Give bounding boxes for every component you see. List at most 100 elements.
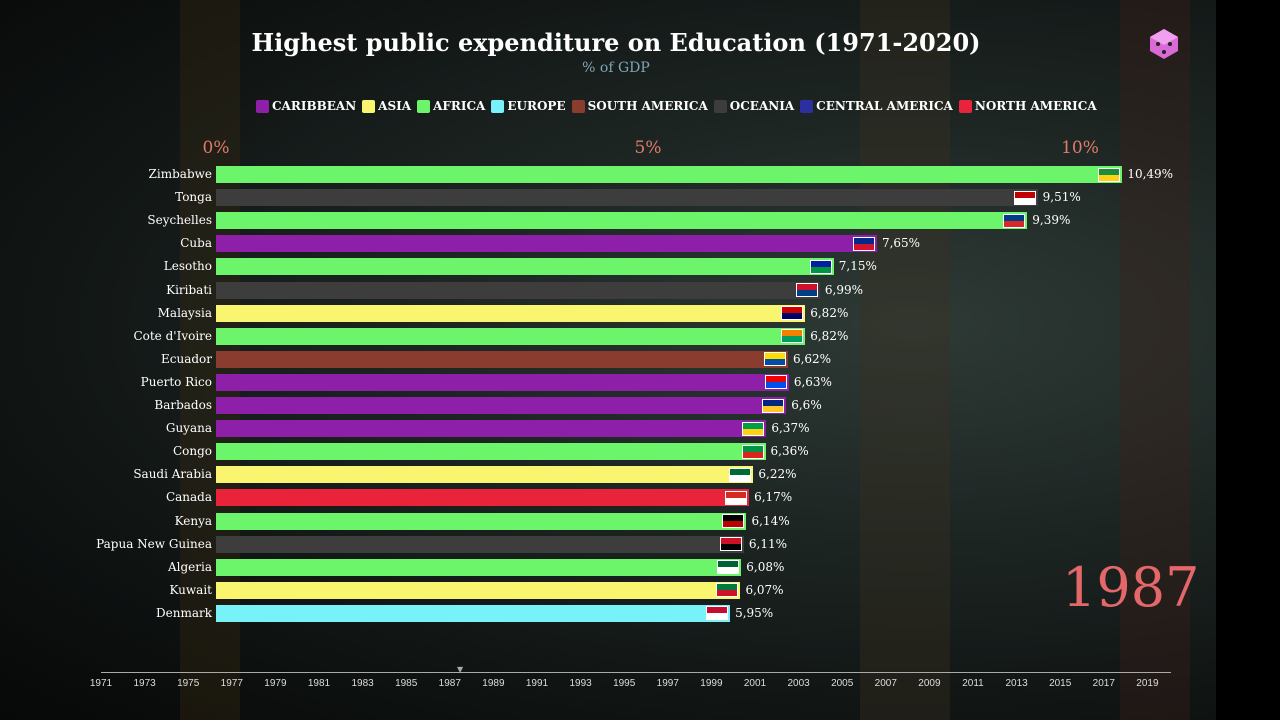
timeline-tick-label: 1983: [351, 678, 374, 689]
bar: [216, 512, 747, 530]
flag-icon: [763, 352, 786, 367]
channel-logo-icon: [1150, 29, 1178, 59]
category-label: Cote d'Ivoire: [133, 328, 212, 343]
legend-item: AFRICA: [417, 99, 485, 113]
category-label: Lesotho: [163, 259, 212, 274]
timeline-tick-label: 2013: [1005, 678, 1028, 689]
legend-label: OCEANIA: [729, 99, 795, 113]
value-label: 6,36%: [770, 444, 809, 459]
timeline-tick-label: 2009: [918, 678, 941, 689]
legend-label: SOUTH AMERICA: [587, 99, 708, 113]
background-book: [860, 0, 950, 720]
bar: [216, 558, 742, 576]
category-label: Cuba: [180, 236, 212, 251]
timeline-tick-label: 2005: [831, 678, 854, 689]
value-label: 6,37%: [771, 421, 810, 436]
bar: [216, 466, 754, 484]
value-label: 10,49%: [1127, 167, 1174, 181]
value-label: 6,17%: [754, 490, 793, 505]
flag-icon: [1003, 213, 1026, 228]
flag-icon: [719, 537, 742, 552]
category-label: Papua New Guinea: [96, 536, 212, 551]
timeline-track[interactable]: [101, 672, 1171, 673]
bar: [216, 489, 750, 507]
category-label: Kenya: [174, 513, 212, 528]
timeline-tick-label: 1997: [656, 678, 679, 689]
timeline-tick-label: 1987: [438, 678, 461, 689]
value-label: 7,65%: [881, 236, 921, 251]
timeline-tick-label: 1989: [482, 678, 505, 689]
bar: [216, 443, 766, 461]
flag-icon: [781, 329, 804, 344]
category-label: Kiribati: [166, 282, 212, 297]
flag-icon: [1098, 167, 1121, 182]
timeline-tick-label: 2015: [1049, 678, 1072, 689]
value-label: 6,14%: [751, 513, 790, 528]
value-label: 9,51%: [1042, 190, 1081, 205]
value-label: 6,99%: [824, 282, 864, 297]
timeline-tick-label: 1971: [89, 678, 113, 689]
flag-icon: [764, 375, 787, 390]
category-label: Kuwait: [169, 582, 212, 597]
category-label: Ecuador: [160, 351, 212, 366]
timeline-tick-label: 2019: [1136, 678, 1159, 689]
bar: [216, 281, 820, 299]
timeline-tick-label: 1975: [177, 678, 200, 689]
category-label: Tonga: [175, 190, 212, 205]
legend-label: ASIA: [378, 99, 412, 113]
category-label: Guyana: [165, 421, 212, 436]
x-tick-label: 0%: [202, 138, 230, 158]
bar: [216, 189, 1038, 207]
timeline-tick-label: 1999: [700, 678, 723, 689]
category-label: Algeria: [167, 559, 212, 574]
legend-item: NORTH AMERICA: [958, 99, 1097, 113]
timeline-tick-label: 1977: [220, 678, 243, 689]
value-label: 6,6%: [791, 398, 822, 412]
flag-icon: [762, 398, 785, 413]
flag-icon: [1013, 190, 1036, 205]
flag-icon: [741, 444, 764, 459]
bar: [216, 258, 834, 276]
year-label: 1987: [1062, 556, 1200, 619]
flag-icon: [852, 236, 875, 251]
legend-label: EUROPE: [507, 99, 566, 113]
legend-swatch: [800, 99, 814, 113]
flag-icon: [706, 606, 729, 621]
background-book: [1120, 0, 1190, 720]
category-label: Saudi Arabia: [133, 467, 212, 482]
bar: [216, 235, 877, 253]
timeline-marker-icon[interactable]: ▼: [457, 665, 464, 674]
legend-swatch: [713, 99, 727, 113]
legend: CARIBBEAN ASIA AFRICA EUROPE SOUTH AMERICA OC…: [256, 99, 1097, 113]
legend-swatch: [256, 99, 269, 113]
bar: [216, 327, 806, 345]
timeline-tick-label: 1981: [307, 678, 331, 689]
flag-icon: [716, 583, 739, 598]
flag-icon: [742, 421, 765, 436]
legend-swatch: [417, 99, 431, 113]
flag-icon: [809, 259, 832, 274]
value-label: 6,63%: [793, 374, 832, 389]
value-label: 6,08%: [746, 559, 785, 574]
legend-swatch: [491, 99, 505, 113]
timeline-tick-label: 1985: [395, 678, 418, 689]
category-label: Seychelles: [147, 213, 212, 228]
category-label: Barbados: [154, 398, 212, 412]
legend-item: EUROPE: [491, 99, 566, 113]
bar: [216, 397, 787, 414]
legend-item: CARIBBEAN: [256, 99, 356, 113]
legend-label: NORTH AMERICA: [974, 99, 1097, 113]
value-label: 6,22%: [758, 467, 797, 482]
timeline-tick-label: 2017: [1092, 678, 1115, 689]
timeline-tick-label: 2003: [787, 678, 810, 689]
bar: [216, 350, 788, 368]
timeline-tick-label: 1995: [613, 678, 636, 689]
timeline-tick-label: 1991: [525, 678, 549, 689]
flag-icon: [795, 283, 818, 297]
category-label: Zimbabwe: [148, 167, 212, 181]
chart-subtitle: % of GDP: [582, 60, 650, 76]
timeline-tick-label: 1993: [569, 678, 592, 689]
legend-item: SOUTH AMERICA: [571, 99, 708, 113]
x-tick-label: 5%: [634, 138, 662, 158]
category-label: Puerto Rico: [140, 374, 212, 389]
